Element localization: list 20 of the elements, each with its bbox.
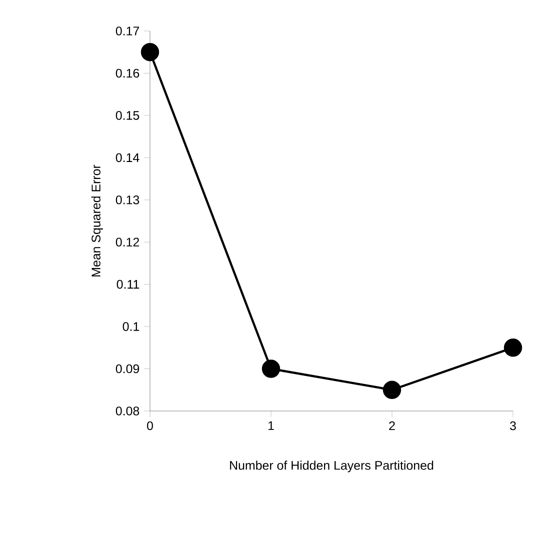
x-tick-label: 2 [389, 421, 395, 430]
point [382, 380, 402, 399]
y-tick-label: 0.16 [116, 68, 140, 78]
point [140, 43, 160, 62]
x-tick-label: 0 [147, 421, 153, 430]
y-tick-label: 0.12 [116, 238, 140, 247]
x-axis-title: Number of Hidden Layers Partitioned [230, 460, 434, 472]
y-tick-label: 0.09 [116, 364, 140, 374]
y-tick-label: 0.17 [116, 26, 140, 36]
y-tick-label: 0.08 [116, 406, 140, 416]
y-axis-title: Mean Squared Error [91, 164, 103, 276]
x-tick-label: 3 [510, 421, 516, 430]
x-tick-label: 1 [268, 421, 274, 430]
y-tick-label: 0.11 [116, 280, 140, 289]
y-tick-label: 0.13 [116, 195, 140, 204]
y-tick-label: 0.1 [122, 322, 140, 331]
y-tick-label: 0.15 [116, 111, 140, 120]
y-tick-label: 0.14 [116, 153, 140, 162]
point [262, 360, 280, 378]
point [504, 338, 522, 357]
